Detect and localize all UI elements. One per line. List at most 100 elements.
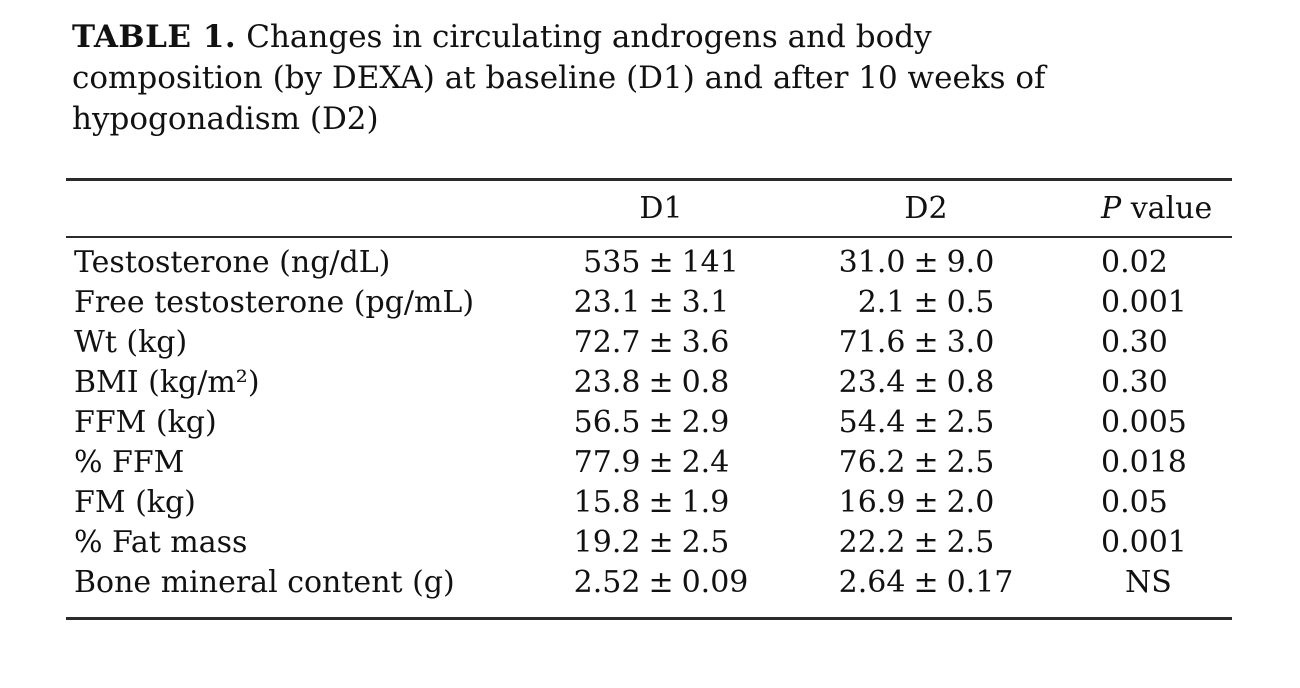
d1-mean: 77.9 [573,445,641,480]
d1-sd: 2.9 [681,405,730,440]
d1-mean: 19.2 [573,525,641,560]
d1-mean: 56.5 [573,405,641,440]
table-row: % Fat mass 19.2 ±2.5 22.2 ±2.5 0.001 [66,523,1232,563]
table-block: TABLE 1. Changes in circulating androgens… [66,0,1232,620]
table-row: FM (kg) 15.8 ±1.9 16.9 ±2.0 0.05 [66,483,1232,523]
d2-sd: 9.0 [946,245,995,280]
d1-sd: 3.1 [681,285,730,320]
row-label: % Fat mass [74,525,248,560]
table-body: Testosterone (ng/dL) 535 ±141 31.0 ±9.0 0.… [66,237,1232,619]
data-table: D1 D2 P value Testosterone (ng/dL) 535 ±1… [66,178,1232,620]
d2-cell: 31.0 ±9.0 [836,237,1016,283]
d2-sd: 3.0 [946,325,995,360]
d1-sd: 0.09 [681,565,749,600]
header-p-value: P value [1016,179,1232,238]
d2-cell: 22.2 ±2.5 [836,523,1016,563]
d2-sd: 0.17 [946,565,1014,600]
caption-text-1: Changes in circulating androgens and bod… [246,19,932,55]
d2-sd: 2.5 [946,405,995,440]
d2-mean: 2.1 [857,285,906,320]
p-value-cell: 0.001 [1016,523,1232,563]
p-value: 0.30 [1101,365,1168,400]
caption-line-1: TABLE 1. Changes in circulating androgens… [72,17,1232,58]
row-label: Free testosterone (pg/mL) [74,285,475,320]
d2-mean: 76.2 [838,445,906,480]
d2-mean: 22.2 [838,525,906,560]
d1-cell: 72.7 ±3.6 [486,323,836,363]
row-label: Bone mineral content (g) [74,565,455,600]
p-value-cell: NS [1016,563,1232,619]
plus-minus-sign: ± [913,325,939,360]
plus-minus-sign: ± [648,245,674,280]
p-value: 0.05 [1101,485,1168,520]
caption-text-3: hypogonadism (D2) [72,101,379,137]
p-value-cell: 0.005 [1016,403,1232,443]
d2-sd: 2.0 [946,485,995,520]
p-value: NS [1125,565,1172,600]
plus-minus-sign: ± [648,325,674,360]
plus-minus-sign: ± [913,565,939,600]
d2-cell: 16.9 ±2.0 [836,483,1016,523]
p-value: 0.005 [1101,405,1187,440]
p-value: 0.018 [1101,445,1187,480]
d1-cell: 77.9 ±2.4 [486,443,836,483]
d1-mean: 2.52 [573,565,641,600]
d2-mean: 31.0 [838,245,906,280]
table-header: D1 D2 P value [66,179,1232,238]
p-value-cell: 0.001 [1016,283,1232,323]
p-value: 0.001 [1101,525,1187,560]
d1-sd: 141 [681,245,739,280]
p-value-cell: 0.02 [1016,237,1232,283]
d1-cell: 15.8 ±1.9 [486,483,836,523]
d2-cell: 2.64 ±0.17 [836,563,1016,619]
d2-cell: 23.4 ±0.8 [836,363,1016,403]
p-value: 0.30 [1101,325,1168,360]
d1-sd: 2.4 [681,445,730,480]
table-number: TABLE 1. [72,19,237,55]
d1-cell: 23.8 ±0.8 [486,363,836,403]
d1-mean: 23.1 [573,285,641,320]
plus-minus-sign: ± [913,525,939,560]
header-p-word: value [1121,191,1213,226]
header-metric [66,179,486,238]
header-p-symbol: P [1101,191,1122,226]
d1-cell: 23.1 ±3.1 [486,283,836,323]
caption-text-2: composition (by DEXA) at baseline (D1) a… [72,60,1046,96]
d1-sd: 1.9 [681,485,730,520]
p-value-cell: 0.05 [1016,483,1232,523]
p-value-cell: 0.30 [1016,323,1232,363]
d2-sd: 0.5 [946,285,995,320]
d2-cell: 54.4 ±2.5 [836,403,1016,443]
row-label: % FFM [74,445,185,480]
table-row: % FFM 77.9 ±2.4 76.2 ±2.5 0.018 [66,443,1232,483]
table-row: FFM (kg) 56.5 ±2.9 54.4 ±2.5 0.005 [66,403,1232,443]
d1-sd: 0.8 [681,365,730,400]
d1-mean: 72.7 [573,325,641,360]
d1-cell: 19.2 ±2.5 [486,523,836,563]
row-label: FM (kg) [74,485,196,520]
row-label: BMI (kg/m²) [74,365,260,400]
plus-minus-sign: ± [913,405,939,440]
table-caption: TABLE 1. Changes in circulating androgens… [72,17,1232,140]
plus-minus-sign: ± [648,285,674,320]
d2-mean: 2.64 [838,565,906,600]
table-row: Wt (kg) 72.7 ±3.6 71.6 ±3.0 0.30 [66,323,1232,363]
header-row: D1 D2 P value [66,179,1232,238]
header-d2: D2 [836,179,1016,238]
d2-mean: 16.9 [838,485,906,520]
d1-cell: 2.52 ±0.09 [486,563,836,619]
plus-minus-sign: ± [648,485,674,520]
d1-mean: 15.8 [573,485,641,520]
plus-minus-sign: ± [648,365,674,400]
d2-cell: 76.2 ±2.5 [836,443,1016,483]
plus-minus-sign: ± [648,405,674,440]
d2-sd: 2.5 [946,445,995,480]
table-row: Bone mineral content (g) 2.52 ±0.09 2.64 ±… [66,563,1232,619]
plus-minus-sign: ± [648,445,674,480]
plus-minus-sign: ± [913,445,939,480]
d1-cell: 56.5 ±2.9 [486,403,836,443]
d2-cell: 2.1 ±0.5 [836,283,1016,323]
d2-mean: 71.6 [838,325,906,360]
plus-minus-sign: ± [648,525,674,560]
